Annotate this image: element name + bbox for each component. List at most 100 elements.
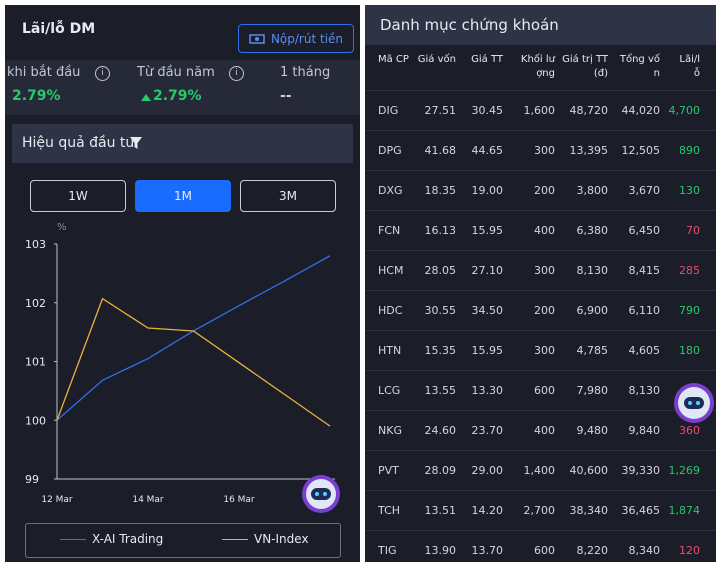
right-panel: Danh mục chứng khoán Mã CP Giá vốn Giá TT K… <box>365 5 716 562</box>
stat-label: 1 tháng <box>280 65 331 80</box>
table-cell: 36,465 <box>621 504 661 517</box>
y-tick-label: 100 <box>25 414 46 427</box>
pl-cell: 70 <box>686 224 700 237</box>
column-header: Tổng vốn <box>619 54 660 79</box>
range-button[interactable]: 1M <box>135 180 231 212</box>
row-divider <box>365 330 716 331</box>
table-cell: 1,600 <box>523 104 556 117</box>
table-cell: 30.55 <box>424 304 457 317</box>
table-cell: DXG <box>378 184 403 197</box>
table-cell: 200 <box>534 304 555 317</box>
row-divider <box>365 410 716 411</box>
row-divider <box>365 450 716 451</box>
legend-label: X-AI Trading <box>92 532 164 546</box>
up-arrow <box>141 94 151 101</box>
column-header: Giá trị TT (đ) <box>562 54 608 79</box>
table-cell: 4,605 <box>628 344 661 357</box>
table-cell: DPG <box>378 144 402 157</box>
column-header: Lãi/lỗ <box>679 54 700 79</box>
table-cell: 18.35 <box>424 184 457 197</box>
table-cell: 28.09 <box>424 464 457 477</box>
table-cell: 44.65 <box>471 144 504 157</box>
table-cell: 27.10 <box>471 264 504 277</box>
table-cell: 41.68 <box>424 144 457 157</box>
range-button[interactable]: 3M <box>240 180 336 212</box>
x-tick-label: 12 Mar <box>41 495 73 505</box>
filter-icon[interactable] <box>129 136 143 150</box>
table-cell: 8,415 <box>628 264 661 277</box>
table-cell: 15.35 <box>424 344 457 357</box>
chart: % 99 100 101 102 103 12 Mar 14 Mar 16 Mar <box>25 222 335 505</box>
table-cell: 15.95 <box>471 224 504 237</box>
table-cell: 9,840 <box>628 424 661 437</box>
table-cell: 13.55 <box>424 384 457 397</box>
info-icon: i <box>95 66 110 81</box>
table-cell: 48,720 <box>569 104 609 117</box>
table-cell: 200 <box>534 184 555 197</box>
table-cell: 8,340 <box>628 544 661 557</box>
table-cell: 28.05 <box>424 264 457 277</box>
table-cell: 2,700 <box>523 504 556 517</box>
column-header: Mã CP <box>378 54 409 65</box>
column-header: Giá TT <box>471 54 503 65</box>
table-cell: 14.20 <box>471 504 504 517</box>
table-cell: 6,450 <box>628 224 661 237</box>
bot-avatar[interactable] <box>301 474 341 514</box>
table-cell: 1,400 <box>523 464 556 477</box>
table-cell: 6,380 <box>576 224 609 237</box>
pl-cell: 285 <box>679 264 700 277</box>
table-cell: 40,600 <box>569 464 609 477</box>
wallet-icon <box>249 33 265 44</box>
legend-swatch <box>60 539 86 540</box>
table-cell: 12,505 <box>621 144 661 157</box>
row-divider <box>365 530 716 531</box>
stat-value: 2.79% <box>153 88 202 104</box>
table-header-bar <box>365 5 716 45</box>
table-cell: 13.51 <box>424 504 457 517</box>
deposit-button[interactable]: Nộp/rút tiền <box>238 24 354 53</box>
table-cell: DIG <box>378 104 399 117</box>
stat-value: 2.79% <box>12 88 61 104</box>
y-unit: % <box>57 222 67 233</box>
header-divider <box>365 90 716 91</box>
table-cell: 8,220 <box>576 544 609 557</box>
bot-avatar[interactable] <box>673 382 715 424</box>
series-line <box>56 297 331 427</box>
table-cell: 13.90 <box>424 544 457 557</box>
page-title: Lãi/lỗ DM <box>22 21 96 37</box>
table-cell: 7,980 <box>576 384 609 397</box>
table-cell: 15.95 <box>471 344 504 357</box>
range-button[interactable]: 1W <box>30 180 126 212</box>
table-cell: 38,340 <box>569 504 609 517</box>
series-line <box>56 255 331 421</box>
pl-cell: 1,269 <box>668 464 701 477</box>
table-cell: 300 <box>534 144 555 157</box>
table-cell: 600 <box>534 384 555 397</box>
row-divider <box>365 170 716 171</box>
pl-cell: 360 <box>679 424 700 437</box>
legend-label: VN-Index <box>254 532 309 546</box>
stat-value: -- <box>280 88 292 104</box>
table-title: Danh mục chứng khoán <box>380 16 559 34</box>
row-divider <box>365 370 716 371</box>
pl-cell: 130 <box>679 184 700 197</box>
table-cell: LCG <box>378 384 401 397</box>
table-cell: 29.00 <box>471 464 504 477</box>
table-cell: 9,480 <box>576 424 609 437</box>
table-cell: 30.45 <box>471 104 504 117</box>
left-panel: Lãi/lỗ DM Nộp/rút tiền khi bắt đầu i 2.79%… <box>5 5 360 562</box>
table-cell: 300 <box>534 264 555 277</box>
pl-cell: 180 <box>679 344 700 357</box>
row-divider <box>365 250 716 251</box>
pl-cell: 120 <box>679 544 700 557</box>
x-tick-label: 16 Mar <box>223 495 255 505</box>
section-title: Hiệu quả đầu tư <box>22 135 135 151</box>
table-cell: 13,395 <box>569 144 609 157</box>
table-cell: HTN <box>378 344 402 357</box>
table-cell: 44,020 <box>621 104 661 117</box>
pl-cell: 1,874 <box>668 504 701 517</box>
legend <box>25 523 341 558</box>
table-cell: 16.13 <box>424 224 457 237</box>
table-cell: HDC <box>378 304 403 317</box>
